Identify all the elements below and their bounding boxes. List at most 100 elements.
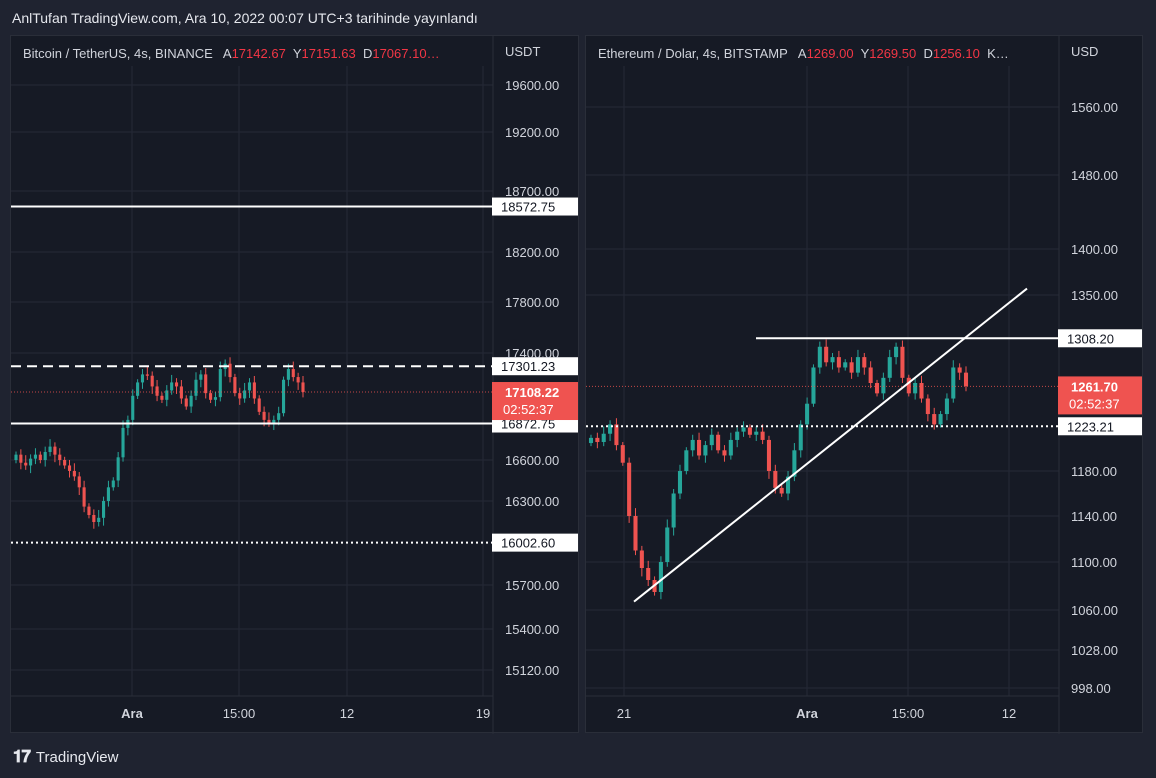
- btc-candle-body: [77, 476, 81, 488]
- btc-price-tag: [492, 382, 578, 421]
- eth-candle-body: [754, 431, 759, 435]
- eth-low: 1256.10: [932, 46, 980, 61]
- eth-candle-body: [836, 357, 841, 368]
- btc-candle-body: [33, 454, 38, 459]
- eth-candle-body: [703, 445, 708, 456]
- btc-high: 17151.63: [301, 46, 356, 61]
- eth-candle-body: [925, 398, 930, 415]
- btc-level-label: 16872.75: [501, 417, 555, 432]
- btc-candle-body: [277, 413, 281, 420]
- eth-chart-panel[interactable]: Ethereum / Dolar, 4s, BITSTAMP A1269.00 …: [585, 35, 1144, 734]
- btc-candle-body: [72, 470, 76, 477]
- btc-high-label: Y: [292, 46, 302, 61]
- btc-candle-body: [179, 386, 183, 399]
- eth-x-tick-label: 12: [1002, 706, 1016, 721]
- eth-trendline: [633, 287, 1028, 603]
- btc-candle-body: [97, 517, 101, 522]
- eth-currency: USD: [1071, 44, 1099, 59]
- eth-candle-body: [881, 377, 886, 394]
- btc-candle-body: [194, 379, 198, 396]
- btc-chart-svg[interactable]: 18572.75 17301.23 16872.75 16002.60 19600.00…: [11, 36, 580, 734]
- eth-high: 1269.50: [869, 46, 917, 61]
- eth-symbol: Ethereum / Dolar, 4s, BITSTAMP: [598, 46, 788, 61]
- eth-candle-body: [906, 377, 911, 394]
- btc-chart-panel[interactable]: Bitcoin / TetherUS, 4s, BINANCE A17142.6…: [10, 35, 580, 734]
- eth-x-tick-label: 15:00: [892, 706, 925, 721]
- eth-candle-body: [932, 414, 937, 425]
- btc-candle-body: [145, 374, 149, 376]
- footer-brand: 𝟏𝟕 TradingView: [13, 747, 118, 767]
- eth-y-tick-label: 1480.00: [1071, 168, 1118, 183]
- eth-candle-body: [741, 427, 746, 432]
- eth-candle-body: [620, 445, 625, 463]
- btc-level-tag: [492, 533, 578, 552]
- eth-candle-body: [874, 383, 880, 394]
- eth-candle-body: [709, 434, 714, 446]
- eth-y-tick-label: 1400.00: [1071, 242, 1118, 257]
- btc-candle-body: [38, 454, 42, 460]
- btc-level-tag: [492, 357, 578, 376]
- btc-x-tick-label: 15:00: [223, 706, 256, 721]
- eth-candle-body: [766, 439, 771, 471]
- btc-candle-body: [218, 369, 222, 398]
- eth-y-tick-label: 1028.00: [1071, 643, 1118, 658]
- eth-x-tick-label: 21: [617, 706, 631, 721]
- btc-candle-body: [189, 395, 193, 407]
- eth-candle-body: [760, 431, 765, 440]
- btc-y-tick-label: 17400.00: [505, 346, 559, 361]
- eth-candle-body: [824, 346, 829, 363]
- btc-candle-body: [213, 397, 217, 400]
- eth-candle-body: [843, 362, 848, 368]
- eth-candle-body: [951, 367, 956, 399]
- eth-candle-body: [855, 357, 860, 373]
- eth-chart-svg[interactable]: 1308.20 1223.21 1560.00 1480.00 1400.00 1350.…: [586, 36, 1144, 734]
- btc-price-tag-value: 17108.22: [505, 385, 559, 400]
- eth-y-tick-label: 1100.00: [1071, 555, 1117, 570]
- btc-candle-body: [102, 501, 106, 518]
- footer-brand-text: TradingView: [35, 748, 119, 766]
- eth-candle-body: [938, 414, 943, 425]
- eth-candle-body: [773, 471, 778, 488]
- eth-candle-body: [633, 516, 638, 551]
- btc-y-tick-label: 16300.00: [505, 494, 559, 509]
- eth-candle-body: [894, 346, 899, 358]
- eth-x-tick-label: Ara: [796, 706, 818, 721]
- btc-open-label: A: [222, 46, 232, 61]
- publish-header: AnlTufan TradingView.com, Ara 10, 2022 0…: [12, 10, 478, 26]
- eth-candle-body: [798, 424, 803, 451]
- btc-y-tick-label: 16600.00: [505, 453, 559, 468]
- eth-candle-body: [614, 424, 619, 446]
- eth-candle-body: [665, 527, 670, 562]
- eth-candle-body: [849, 362, 854, 373]
- eth-candle-body: [595, 437, 600, 443]
- btc-candle-body: [174, 382, 179, 387]
- btc-candle-body: [243, 390, 247, 399]
- eth-candle-body: [786, 476, 791, 494]
- btc-candle-body: [281, 379, 286, 414]
- btc-candle-body: [233, 377, 237, 394]
- btc-open: 17142.67: [231, 46, 286, 61]
- btc-candle-body: [165, 390, 169, 400]
- eth-level-label: 1223.21: [1067, 419, 1114, 434]
- btc-candle-body: [87, 506, 91, 515]
- btc-level-label: 17301.23: [501, 359, 555, 374]
- eth-more: K…: [987, 46, 1009, 61]
- eth-legend: Ethereum / Dolar, 4s, BITSTAMP A1269.00 …: [598, 46, 1058, 61]
- eth-open-label: A: [797, 46, 807, 61]
- eth-candle-body: [817, 346, 822, 368]
- eth-price-tag-value: 1261.70: [1071, 379, 1118, 394]
- btc-x-tick-label: Ara: [121, 706, 143, 721]
- btc-candle-body: [136, 382, 140, 396]
- eth-price-tag-countdown: 02:52:37: [1069, 396, 1120, 411]
- btc-candle-body: [228, 363, 232, 378]
- btc-y-tick-label: 19600.00: [505, 78, 559, 93]
- eth-y-tick-label: 1140.00: [1071, 509, 1117, 524]
- btc-legend: Bitcoin / TetherUS, 4s, BINANCE A17142.6…: [23, 46, 503, 61]
- btc-symbol: Bitcoin / TetherUS, 4s, BINANCE: [23, 46, 213, 61]
- btc-candle-body: [267, 419, 271, 423]
- eth-candle-body: [963, 372, 969, 387]
- btc-candle-body: [209, 393, 213, 400]
- btc-y-tick-label: 15120.00: [505, 663, 559, 678]
- btc-candle-body: [140, 374, 145, 383]
- eth-low-label: D: [923, 46, 933, 61]
